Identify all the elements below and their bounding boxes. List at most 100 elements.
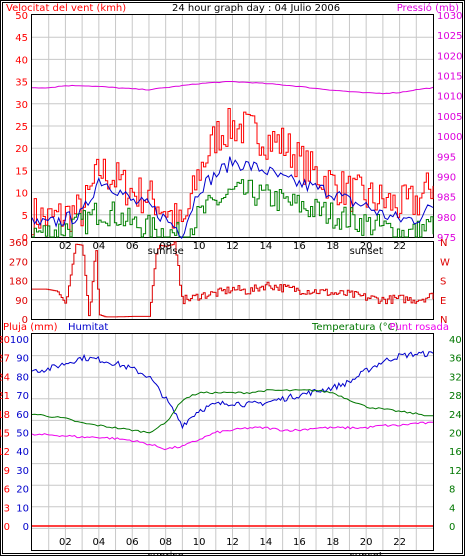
x-tick-label: 14 bbox=[260, 241, 273, 252]
wind-tick-label: 45 bbox=[15, 33, 28, 44]
temperature-tick-label: 36 bbox=[449, 354, 462, 365]
pressure-tick-label: 1015 bbox=[437, 72, 462, 83]
avg-wind-line bbox=[31, 156, 434, 240]
wind-axis-title: Velocitat del vent (kmh) bbox=[6, 3, 126, 14]
x-tick-label: 22 bbox=[393, 241, 406, 252]
temperature-axis-title: Temperatura (°C) bbox=[311, 322, 399, 333]
humidity-tick-label: 20 bbox=[16, 485, 29, 496]
wind-tick-label: 30 bbox=[15, 100, 28, 111]
x-tick-label: 20 bbox=[360, 537, 373, 548]
humidity-tick-label: 50 bbox=[16, 429, 29, 440]
humidity-tick-label: 30 bbox=[16, 466, 29, 477]
wind-tick-label: 5 bbox=[22, 211, 28, 222]
temperature-tick-label: 32 bbox=[449, 372, 462, 383]
wind-tick-label: 20 bbox=[15, 144, 28, 155]
direction-compass-tick: E bbox=[440, 296, 446, 307]
chart-title: 24 hour graph day : 04 Julio 2006 bbox=[172, 3, 340, 14]
temperature-tick-label: 4 bbox=[449, 503, 455, 514]
humidity-tick-label: 80 bbox=[16, 372, 29, 383]
direction-compass-tick: W bbox=[440, 257, 450, 268]
pressure-tick-label: 1000 bbox=[437, 132, 462, 143]
dewpoint-line bbox=[31, 421, 434, 451]
pressure-tick-label: 990 bbox=[437, 172, 456, 183]
rain-tick-label: 27 bbox=[0, 354, 10, 365]
pressure-axis-title: Pressió (mb) bbox=[397, 2, 459, 14]
direction-deg-tick: 0 bbox=[22, 315, 28, 326]
temperature-line bbox=[31, 389, 433, 434]
temperature-tick-label: 40 bbox=[449, 335, 462, 346]
x-tick-label: 22 bbox=[393, 537, 406, 548]
direction-compass-tick: S bbox=[440, 277, 446, 288]
rain-tick-label: 24 bbox=[0, 372, 10, 383]
temperature-tick-label: 20 bbox=[449, 429, 462, 440]
x-tick-label: 14 bbox=[260, 537, 273, 548]
rain-tick-label: 12 bbox=[0, 447, 10, 458]
wind-tick-label: 50 bbox=[15, 11, 28, 22]
humidity-tick-label: 0 bbox=[23, 522, 29, 533]
pressure-tick-label: 1030 bbox=[437, 11, 462, 22]
x-tick-label: 12 bbox=[226, 537, 239, 548]
x-tick-label: 08 bbox=[159, 241, 172, 252]
sunset-label: sunset bbox=[350, 246, 383, 257]
x-tick-label: 02 bbox=[59, 241, 72, 252]
x-tick-label: 02 bbox=[59, 537, 72, 548]
rain-tick-label: 21 bbox=[0, 391, 10, 402]
rain-tick-label: 15 bbox=[0, 429, 10, 440]
temperature-tick-label: 8 bbox=[449, 485, 455, 496]
direction-deg-tick: 180 bbox=[9, 277, 28, 288]
pressure-tick-label: 1020 bbox=[437, 51, 462, 62]
direction-line bbox=[32, 241, 434, 318]
rain-tick-label: 6 bbox=[4, 485, 10, 496]
x-tick-label: 12 bbox=[226, 241, 239, 252]
temperature-tick-label: 0 bbox=[449, 522, 455, 533]
pressure-tick-label: 985 bbox=[437, 193, 456, 204]
pressure-tick-label: 980 bbox=[437, 213, 456, 224]
chart-labels: 0510152025303540455097598098599099510001… bbox=[0, 11, 462, 556]
gust-line bbox=[32, 179, 434, 238]
pressure-tick-label: 1025 bbox=[437, 31, 462, 42]
wind-tick-label: 40 bbox=[15, 55, 28, 66]
humidity-tick-label: 60 bbox=[16, 410, 29, 421]
direction-deg-tick: 90 bbox=[15, 296, 28, 307]
humidity-tick-label: 40 bbox=[16, 447, 29, 458]
panel-humidity-frame bbox=[31, 333, 434, 551]
rain-tick-label: 30 bbox=[0, 335, 10, 346]
panel-direction-frame bbox=[31, 241, 434, 320]
panel-wind-frame bbox=[31, 14, 434, 238]
rain-tick-label: 0 bbox=[4, 522, 10, 533]
x-tick-label: 06 bbox=[126, 537, 139, 548]
pressure-tick-label: 1005 bbox=[437, 112, 462, 123]
humidity-tick-label: 70 bbox=[16, 391, 29, 402]
pressure-line bbox=[31, 81, 434, 95]
x-tick-label: 10 bbox=[193, 241, 206, 252]
rain-axis-title: Pluja (mm) bbox=[3, 322, 58, 333]
dewpoint-axis-title: Punt rosada bbox=[390, 322, 449, 333]
pressure-tick-label: 995 bbox=[437, 152, 456, 163]
chart-marks bbox=[31, 81, 434, 527]
sunset-label: sunset bbox=[350, 551, 383, 556]
x-tick-label: 16 bbox=[293, 537, 306, 548]
x-tick-label: 10 bbox=[193, 537, 206, 548]
x-tick-label: 08 bbox=[159, 537, 172, 548]
temperature-tick-label: 24 bbox=[449, 410, 462, 421]
rain-tick-label: 9 bbox=[4, 466, 10, 477]
x-tick-label: 20 bbox=[360, 241, 373, 252]
temperature-tick-label: 16 bbox=[449, 447, 462, 458]
wind-tick-label: 0 bbox=[22, 233, 28, 244]
temperature-tick-label: 12 bbox=[449, 466, 462, 477]
wind-speed-line bbox=[32, 108, 434, 236]
humidity-line bbox=[31, 350, 434, 430]
humidity-tick-label: 10 bbox=[16, 503, 29, 514]
direction-deg-tick: 360 bbox=[9, 238, 28, 249]
x-tick-label: 18 bbox=[326, 241, 339, 252]
direction-compass-tick: N bbox=[440, 315, 447, 326]
wind-tick-label: 35 bbox=[15, 78, 28, 89]
x-tick-label: 18 bbox=[326, 537, 339, 548]
rain-tick-label: 3 bbox=[4, 503, 10, 514]
x-tick-label: 16 bbox=[293, 241, 306, 252]
x-tick-label: 06 bbox=[126, 241, 139, 252]
wind-tick-label: 10 bbox=[15, 189, 28, 200]
sunrise-label: sunrise bbox=[148, 551, 184, 556]
